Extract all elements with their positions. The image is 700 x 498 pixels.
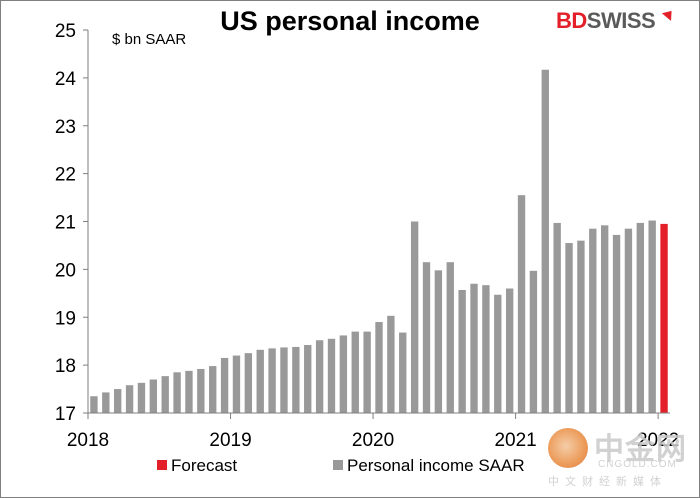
legend-swatch-forecast xyxy=(157,460,167,470)
y-tick-label-8: 25 xyxy=(55,21,76,42)
forecast-bar-48 xyxy=(660,223,668,413)
income-bar-31 xyxy=(458,289,466,413)
income-bar-39 xyxy=(553,222,561,413)
income-bar-4 xyxy=(137,382,146,413)
income-bar-33 xyxy=(482,285,490,413)
income-bar-13 xyxy=(244,353,253,413)
legend-group: Forecast Personal income SAAR xyxy=(157,456,525,475)
income-bar-14 xyxy=(256,349,264,413)
y-tick-label-5: 22 xyxy=(55,165,76,186)
x-tick-label-4: 2022 xyxy=(637,430,679,451)
income-bar-40 xyxy=(565,243,573,413)
income-bar-30 xyxy=(446,262,454,413)
income-bar-21 xyxy=(339,335,348,413)
income-bar-7 xyxy=(173,372,181,413)
legend-label-income: Personal income SAAR xyxy=(347,456,525,475)
income-bar-2 xyxy=(114,389,122,413)
income-bar-23 xyxy=(363,331,371,413)
income-bar-45 xyxy=(624,228,633,413)
income-bar-11 xyxy=(220,357,229,413)
watermark-chinese-text: 中金网 xyxy=(594,432,687,467)
y-tick-label-2: 19 xyxy=(55,308,76,329)
income-bar-16 xyxy=(280,347,288,413)
cngold-watermark: 中金网 CNGOLD.COM 中文财经新媒体 xyxy=(540,424,700,498)
income-bar-27 xyxy=(410,221,419,413)
bdswiss-logo: BDSWISS xyxy=(556,8,656,34)
income-bar-0 xyxy=(90,396,98,413)
income-bar-28 xyxy=(422,262,431,413)
income-bar-20 xyxy=(327,338,336,413)
income-bar-47 xyxy=(648,220,656,413)
income-bar-37 xyxy=(529,270,538,413)
income-bar-42 xyxy=(589,228,597,413)
income-bar-22 xyxy=(351,331,359,413)
watermark-domain-text: CNGOLD.COM xyxy=(598,459,677,470)
logo-swiss-text: SWISS xyxy=(586,8,656,33)
x-tick-label-1: 2019 xyxy=(209,430,251,451)
income-bar-12 xyxy=(232,355,241,413)
x-tick-label-2: 2020 xyxy=(352,430,394,451)
income-bar-19 xyxy=(315,340,324,413)
income-bar-10 xyxy=(209,366,217,413)
income-bar-38 xyxy=(541,69,549,413)
income-bar-43 xyxy=(600,225,609,413)
income-bar-9 xyxy=(197,368,205,413)
chart-title: US personal income xyxy=(220,6,480,36)
y-tick-label-0: 17 xyxy=(55,404,76,425)
income-bar-41 xyxy=(577,240,585,413)
income-bar-36 xyxy=(517,195,526,413)
income-bar-29 xyxy=(434,270,443,413)
income-bar-3 xyxy=(125,385,134,413)
income-bar-1 xyxy=(102,392,110,413)
income-bar-32 xyxy=(470,283,478,413)
income-bar-24 xyxy=(375,322,383,413)
legend-label-forecast: Forecast xyxy=(171,456,237,475)
watermark-logo-icon xyxy=(548,428,588,468)
y-tick-label-7: 24 xyxy=(55,69,77,90)
logo-bd-text: BD xyxy=(556,8,587,33)
income-bar-44 xyxy=(612,234,621,413)
y-tick-label-3: 20 xyxy=(55,260,76,281)
income-bar-17 xyxy=(292,346,300,413)
y-axis-unit-label: $ bn SAAR xyxy=(112,31,187,48)
income-bar-26 xyxy=(399,332,407,413)
income-bar-35 xyxy=(505,288,514,413)
y-tick-label-4: 21 xyxy=(55,213,76,234)
income-bar-6 xyxy=(161,376,169,413)
x-tick-label-0: 2018 xyxy=(67,430,109,451)
y-tick-label-1: 18 xyxy=(55,356,76,377)
income-bar-5 xyxy=(149,379,158,413)
legend-swatch-income xyxy=(333,460,343,470)
income-bar-18 xyxy=(304,345,312,413)
income-bar-34 xyxy=(494,294,502,413)
watermark-subtitle-text: 中文财经新媒体 xyxy=(548,475,667,488)
y-tick-label-6: 23 xyxy=(55,117,76,138)
income-bar-25 xyxy=(387,315,395,413)
income-bar-15 xyxy=(268,348,276,413)
x-tick-label-3: 2021 xyxy=(494,430,536,451)
bars-group xyxy=(90,69,668,413)
income-bar-8 xyxy=(185,370,193,413)
income-bar-46 xyxy=(636,222,644,413)
